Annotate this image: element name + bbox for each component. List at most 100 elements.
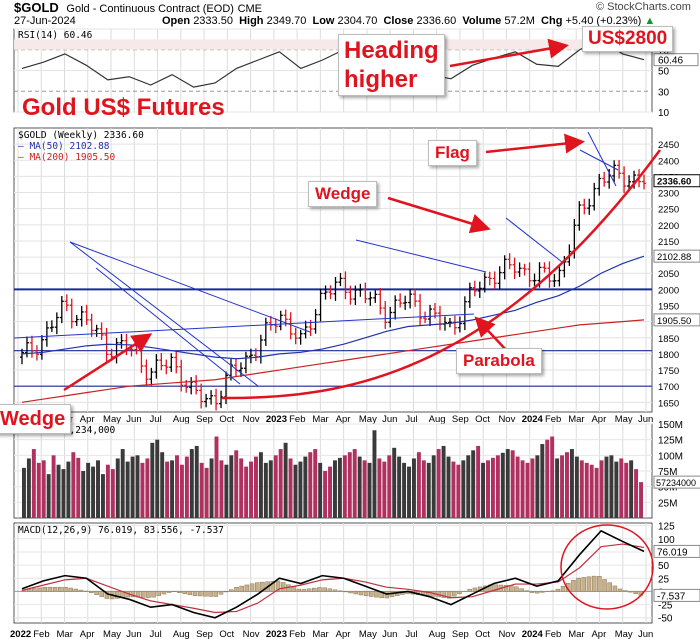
ma50-line xyxy=(21,255,645,360)
volume-bar xyxy=(105,464,110,518)
x-tick-bottom: 2024 xyxy=(522,629,544,639)
price-tick: 2400 xyxy=(658,156,679,167)
macd-hist-last-label: -7.537 xyxy=(657,591,686,602)
contract-name: Gold - Continuous Contract (EOD) xyxy=(66,3,234,15)
trendline xyxy=(69,241,311,333)
volume-bar xyxy=(165,461,170,518)
volume-bar xyxy=(219,460,224,518)
price-tick: 1800 xyxy=(658,350,679,361)
macd-histogram-bar xyxy=(363,591,369,597)
x-tick-bottom: Aug xyxy=(173,629,190,639)
volume-bar xyxy=(268,460,273,518)
volume-bar xyxy=(229,455,234,518)
panel-frame-macd xyxy=(13,522,653,624)
volume-bar xyxy=(367,462,372,518)
volume-bar xyxy=(530,458,535,518)
x-tick-price: Nov xyxy=(243,414,260,425)
x-tick-price: Aug xyxy=(173,414,190,425)
volume-bar xyxy=(545,439,550,518)
trendline xyxy=(95,267,241,385)
macd-histogram-bar xyxy=(89,591,94,593)
macd-histogram-bar xyxy=(68,587,73,592)
annotation-arrow xyxy=(63,333,153,392)
macd-histogram-bar xyxy=(602,579,607,592)
volume-bar xyxy=(130,456,135,518)
macd-histogram-bar xyxy=(550,590,555,592)
macd-histogram-bar xyxy=(353,591,358,595)
volume-bar xyxy=(476,445,481,518)
macd-histogram-bar xyxy=(270,581,276,592)
price-tick: 2000 xyxy=(658,285,679,296)
volume-bar xyxy=(125,461,130,518)
x-tick-price: Feb xyxy=(545,414,561,425)
volume-bar xyxy=(461,460,466,518)
volume-bar xyxy=(224,464,229,518)
macd-histogram-bar xyxy=(166,591,172,593)
volume-bar xyxy=(333,460,337,518)
x-tick-bottom: Mar xyxy=(57,629,73,639)
x-tick-bottom: Jun xyxy=(382,629,397,639)
macd-histogram-bar xyxy=(612,585,618,592)
volume-bar xyxy=(639,482,643,518)
macd-histogram-bar xyxy=(576,577,581,592)
macd-hist-last-box xyxy=(653,588,700,602)
volume-bar xyxy=(61,469,66,518)
macd-histogram-bar xyxy=(140,591,146,598)
volume-bar xyxy=(56,464,61,518)
wedge-top-callout: Wedge xyxy=(308,181,378,207)
volume-bar xyxy=(466,455,471,518)
volume-bar xyxy=(36,462,41,518)
x-tick-bottom: Mar xyxy=(312,629,328,639)
header-date: 27-Jun-2024 xyxy=(14,15,76,27)
x-tick-bottom: Apr xyxy=(591,629,606,639)
volume-bar xyxy=(382,461,387,518)
macd-histogram-bar xyxy=(151,591,156,598)
price-tick: 2200 xyxy=(658,221,679,232)
volume-bar xyxy=(175,455,179,518)
macd-histogram-bar xyxy=(524,590,530,592)
macd-histogram-bar xyxy=(156,591,162,596)
volume-bar xyxy=(313,449,318,518)
volume-bar xyxy=(525,462,530,518)
macd-histogram-bar xyxy=(441,591,447,598)
volume-bar xyxy=(194,445,199,518)
volume-last-box xyxy=(653,475,700,489)
volume-bar xyxy=(565,452,569,518)
header-line1: $GOLD Gold - Continuous Contract (EOD) C… xyxy=(14,0,262,15)
macd-signal-line xyxy=(21,543,645,614)
x-tick-price: May xyxy=(615,414,633,425)
macd-histogram-bar xyxy=(47,586,53,592)
volume-bar xyxy=(520,460,525,518)
x-tick-bottom: Jul xyxy=(405,629,417,639)
annotation-arrow xyxy=(485,133,585,154)
price-tick: 2300 xyxy=(658,189,679,200)
x-tick-bottom: May xyxy=(359,629,377,639)
price-tick: 1850 xyxy=(658,334,679,345)
volume-bar xyxy=(555,458,560,518)
macd-histogram-bar xyxy=(623,590,628,592)
volume-bar xyxy=(407,466,411,518)
macd-histogram-bar xyxy=(239,585,244,592)
macd-histogram-bar xyxy=(146,591,151,598)
x-tick-bottom: Sep xyxy=(196,629,213,639)
macd-tick: 125 xyxy=(658,522,675,533)
volume-bar xyxy=(619,458,624,518)
macd-histogram-bar xyxy=(514,586,519,592)
volume-bar xyxy=(254,456,258,518)
macd-histogram-bar xyxy=(628,591,633,593)
volume-bar xyxy=(372,430,377,518)
macd-histogram-bar xyxy=(519,588,524,592)
macd-histogram-bar xyxy=(529,591,535,593)
volume-bar xyxy=(540,444,545,518)
price-last-label: 1905.50 xyxy=(657,316,691,327)
x-tick-bottom: May xyxy=(615,629,633,639)
volume-bar xyxy=(441,445,446,518)
macd-histogram-bar xyxy=(467,588,473,592)
parabola-callout: Parabola xyxy=(456,348,542,374)
price-tick: 1750 xyxy=(658,366,679,377)
macd-histogram-bar xyxy=(208,591,213,597)
volume-bar xyxy=(584,462,589,518)
volume-tick: 150M xyxy=(658,420,683,431)
volume-bar xyxy=(402,462,407,518)
